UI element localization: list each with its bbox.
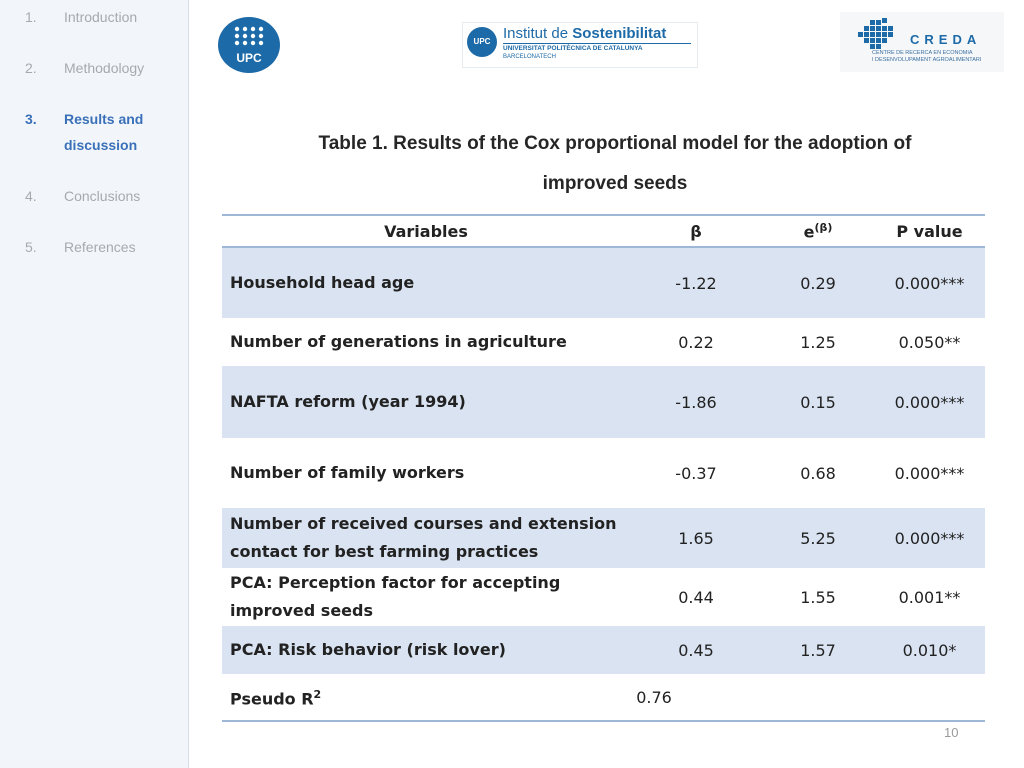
- nav-item-label: Introduction: [64, 9, 138, 25]
- page-number: 10: [944, 725, 959, 740]
- cell-p-value: 0.000***: [894, 463, 965, 483]
- creda-logo: CREDA CENTRE DE RECERCA EN ECONOMIA I DE…: [840, 12, 1004, 72]
- cell-p-value: 0.000***: [874, 247, 985, 318]
- cell-pseudo-value: 0.76: [636, 687, 672, 707]
- cell-beta: -1.22: [630, 247, 762, 318]
- cell-exp: 0.68: [800, 463, 836, 483]
- cell-p-value: 0.000***: [874, 366, 985, 438]
- cell-p-value: 0.050**: [898, 332, 961, 352]
- cell-variable: Pseudo R2: [230, 687, 322, 709]
- cell-beta: -1.86: [630, 366, 762, 438]
- institut-sostenibilitat-logo: UPC Institut de Sostenibilitat UNIVERSIT…: [462, 22, 698, 68]
- table-row: Number of generations in agriculture 0.2…: [222, 318, 985, 366]
- cell-beta: 0.22: [678, 332, 714, 352]
- cell-beta: -0.37: [675, 463, 717, 483]
- nav-item-label: Results and discussion: [64, 111, 144, 153]
- upc-mark-icon: UPC: [467, 27, 497, 57]
- cell-beta: 0.44: [678, 587, 714, 607]
- cell-p-value: 0.010*: [874, 626, 985, 674]
- nav-item-results[interactable]: 3. Results and discussion: [0, 106, 188, 158]
- col-header-beta: β: [630, 215, 762, 248]
- cell-exp: 5.25: [762, 508, 874, 568]
- col-header-variables: Variables: [222, 215, 630, 248]
- cell-variable: NAFTA reform (year 1994): [222, 366, 630, 438]
- pseudo-r2-row: Pseudo R2 0.76: [222, 674, 985, 721]
- table-row: Number of received courses and extension…: [222, 508, 985, 568]
- cell-p-value: 0.001**: [898, 587, 961, 607]
- col-header-exp: e(β): [762, 215, 874, 248]
- cell-p-value: 0.000***: [874, 508, 985, 568]
- table-header-row: Variables β e(β) P value: [222, 215, 985, 248]
- cell-exp: 0.29: [762, 247, 874, 318]
- table-row: PCA: Risk behavior (risk lover) 0.45 1.5…: [222, 626, 985, 674]
- cell-variable: Number of family workers: [230, 463, 465, 482]
- nav-item-label: Methodology: [64, 60, 145, 76]
- results-table: Variables β e(β) P value Household head …: [222, 214, 985, 722]
- sidebar-nav: 1. Introduction 2. Methodology 3. Result…: [0, 0, 189, 768]
- cell-beta: 1.65: [630, 508, 762, 568]
- cell-beta: 0.45: [630, 626, 762, 674]
- cell-variable: Household head age: [222, 247, 630, 318]
- upc-dots-icon: [234, 26, 264, 46]
- table-row: Number of family workers -0.37 0.68 0.00…: [222, 438, 985, 508]
- cell-variable: PCA: Perception factor for accepting impr…: [230, 573, 561, 620]
- cell-exp: 1.25: [800, 332, 836, 352]
- col-header-p-value: P value: [874, 215, 985, 248]
- table-row: NAFTA reform (year 1994) -1.86 0.15 0.00…: [222, 366, 985, 438]
- cell-exp: 1.57: [762, 626, 874, 674]
- nav-item-label: Conclusions: [64, 188, 141, 204]
- nav-item-label: References: [64, 239, 136, 255]
- table-row: Household head age -1.22 0.29 0.000***: [222, 247, 985, 318]
- table-title: Table 1. Results of the Cox proportional…: [318, 133, 912, 194]
- upc-logo: UPC: [218, 17, 280, 73]
- cell-exp: 1.55: [800, 587, 836, 607]
- cell-variable: Number of received courses and extension…: [222, 508, 630, 568]
- cell-variable: Number of generations in agriculture: [230, 332, 567, 351]
- creda-mosaic-icon: [858, 18, 893, 49]
- cell-variable: PCA: Risk behavior (risk lover): [222, 626, 630, 674]
- table-row: PCA: Perception factor for accepting impr…: [222, 568, 985, 626]
- cell-exp: 0.15: [762, 366, 874, 438]
